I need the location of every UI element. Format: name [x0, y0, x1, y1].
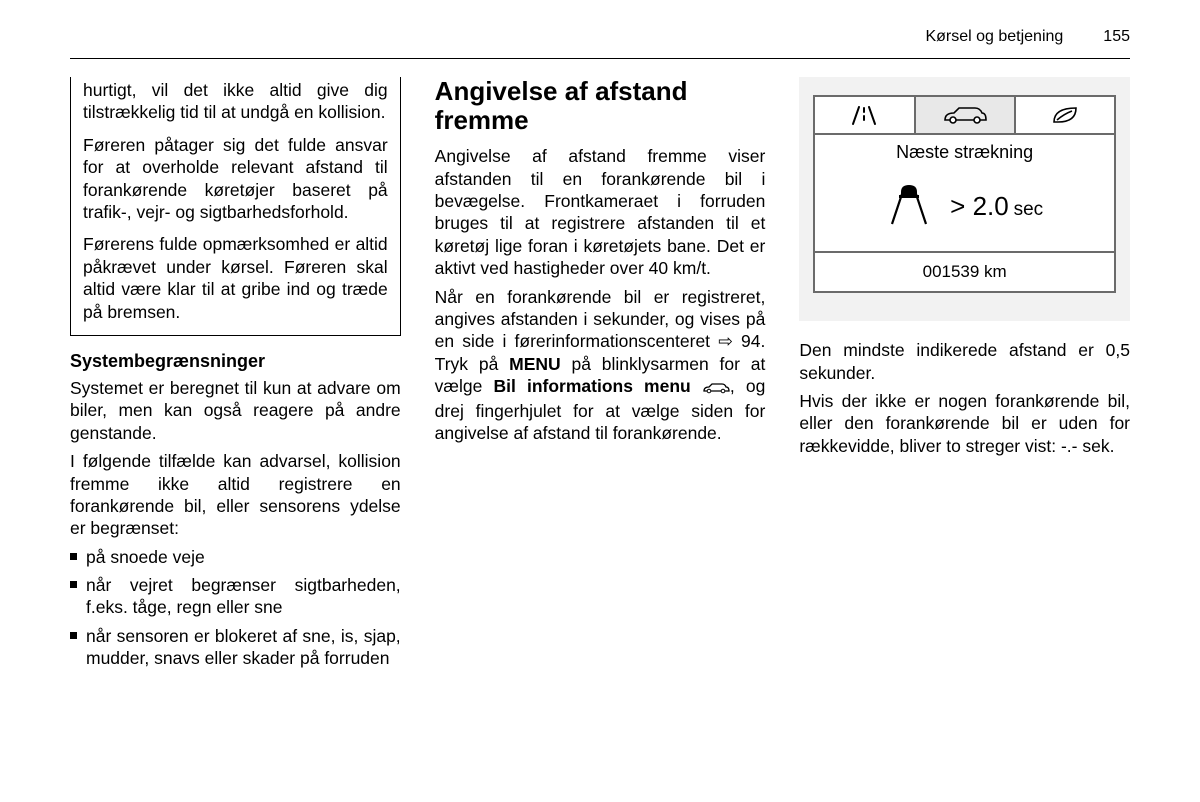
- body-paragraph: Hvis der ikke er nogen forankørende bil,…: [799, 390, 1130, 457]
- body-paragraph: Angivelse af afstand fremme viser afstan…: [435, 145, 766, 279]
- display-main: > 2.0 sec: [815, 174, 1114, 253]
- menu-label: MENU: [509, 354, 561, 374]
- body-paragraph: Når en forankørende bil er registreret, …: [435, 286, 766, 445]
- tab-leaf-icon: [1016, 97, 1114, 133]
- column-2: Angivelse af afstand fremme Angivelse af…: [435, 77, 766, 676]
- box-paragraph: Førerens fulde opmærksomhed er altid påk…: [83, 233, 388, 323]
- warning-box: hurtigt, vil det ikke altid give dig til…: [70, 77, 401, 336]
- distance-value: > 2.0: [950, 191, 1009, 221]
- car-icon: [702, 377, 730, 399]
- display-title: Næste strækning: [815, 135, 1114, 174]
- body-paragraph: Systemet er beregnet til kun at advare o…: [70, 377, 401, 444]
- list-item: når vejret begrænser sigtbarheden, f.eks…: [70, 574, 401, 619]
- section-title: Kørsel og betjening: [925, 28, 1063, 46]
- display-illustration: Næste strækning > 2.0 sec: [799, 77, 1130, 321]
- list-item: på snoede veje: [70, 546, 401, 568]
- cross-reference: ⇨ 94: [718, 331, 760, 351]
- body-paragraph: I følgende tilfælde kan advarsel, kollis…: [70, 450, 401, 540]
- column-3: Næste strækning > 2.0 sec: [799, 77, 1130, 676]
- display-tabs: [815, 97, 1114, 135]
- limitation-list: på snoede veje når vejret begrænser sigt…: [70, 546, 401, 670]
- following-distance-icon: [886, 182, 932, 231]
- page-header: Kørsel og betjening 155: [70, 28, 1130, 59]
- column-1: hurtigt, vil det ikke altid give dig til…: [70, 77, 401, 676]
- tab-lane-icon: [815, 97, 915, 133]
- menu-name: Bil informations menu: [493, 376, 701, 396]
- body-paragraph: Den mindste indikerede afstand er 0,5 se…: [799, 339, 1130, 384]
- page-number: 155: [1103, 28, 1130, 46]
- subheading: Systembegrænsninger: [70, 350, 401, 373]
- tab-car-icon: [916, 97, 1016, 133]
- distance-unit: sec: [1014, 199, 1044, 220]
- odometer-value: 001539 km: [815, 253, 1114, 291]
- box-paragraph: Føreren påtager sig det fulde ansvar for…: [83, 134, 388, 224]
- section-heading: Angivelse af afstand fremme: [435, 77, 766, 135]
- box-paragraph: hurtigt, vil det ikke altid give dig til…: [83, 79, 388, 124]
- list-item: når sensoren er blokeret af sne, is, sja…: [70, 625, 401, 670]
